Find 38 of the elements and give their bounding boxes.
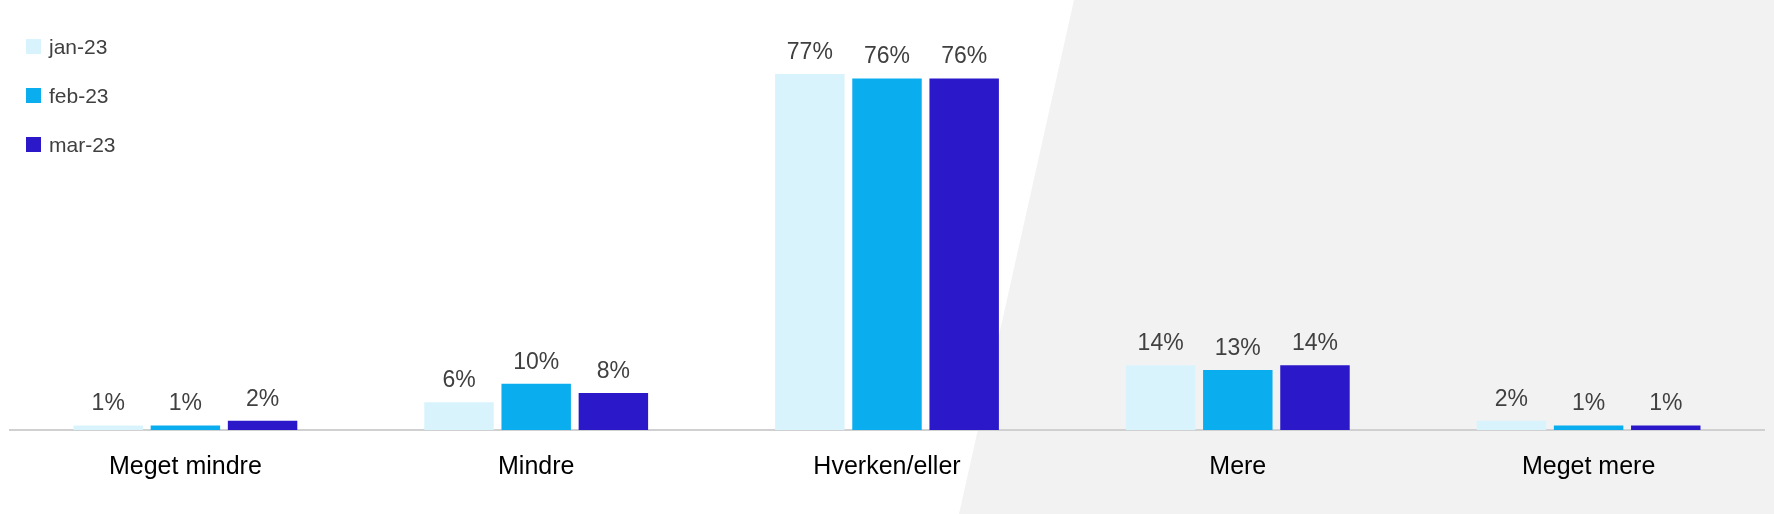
bar [501, 383, 571, 430]
bar [929, 78, 999, 430]
data-label: 76% [863, 42, 911, 69]
legend-label: jan-23 [49, 34, 108, 59]
bar [227, 420, 298, 430]
data-label: 8% [596, 356, 630, 383]
bar [852, 78, 922, 430]
data-label: 14% [1137, 329, 1184, 356]
x-tick-label: Mere [1209, 450, 1267, 479]
data-label: 1% [1649, 389, 1683, 416]
bar [150, 425, 221, 430]
bar [1553, 425, 1624, 430]
bar [578, 393, 649, 430]
data-label: 1% [91, 389, 125, 416]
x-tick-label: Meget mere [1521, 450, 1656, 479]
bar [1476, 420, 1547, 430]
data-label: 6% [442, 366, 476, 393]
bar [1203, 369, 1273, 430]
data-label: 2% [1494, 384, 1529, 411]
bar [1631, 425, 1701, 430]
bar [1280, 365, 1350, 430]
x-tick-label: Hverken/eller [813, 450, 961, 479]
legend-label: feb-23 [49, 83, 109, 108]
bar [1125, 365, 1196, 430]
data-label: 1% [168, 389, 203, 416]
data-label: 14% [1291, 329, 1338, 356]
bar [424, 402, 494, 430]
bar [73, 425, 143, 430]
data-label: 76% [941, 42, 988, 69]
legend-label: mar-23 [49, 132, 116, 157]
data-label: 1% [1571, 389, 1606, 416]
data-label: 2% [245, 384, 280, 411]
x-tick-label: Mindre [497, 450, 575, 479]
data-label: 10% [513, 347, 560, 374]
x-tick-label: Meget mindre [108, 450, 262, 479]
data-label: 77% [786, 37, 833, 64]
bar [775, 73, 845, 430]
data-label: 13% [1214, 333, 1261, 360]
